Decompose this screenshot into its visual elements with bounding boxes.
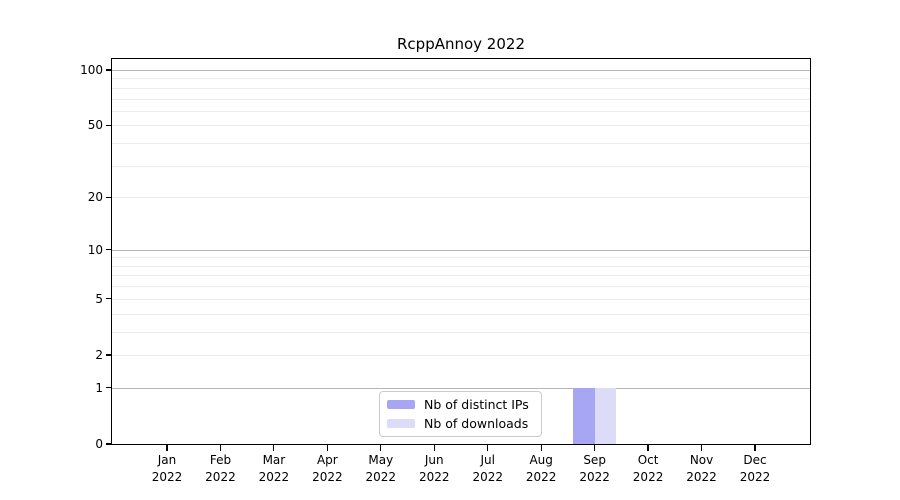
- x-tick-month: Jul: [480, 453, 495, 467]
- minor-gridline: [112, 313, 810, 315]
- y-tick-label: 2: [95, 347, 103, 362]
- x-tick-year: 2022: [686, 469, 717, 484]
- x-tick-mark: [219, 444, 222, 451]
- y-tick-label: 5: [95, 291, 103, 306]
- x-tick-year: 2022: [205, 469, 236, 484]
- y-tick-mark: [105, 69, 112, 71]
- minor-gridline: [112, 78, 810, 80]
- x-tick-mark: [380, 444, 382, 451]
- x-tick-year: 2022: [632, 469, 664, 484]
- minor-gridline: [112, 197, 810, 199]
- minor-gridline: [112, 110, 810, 112]
- x-tick-mark: [487, 444, 489, 451]
- x-tick-label: Aug 2022: [509, 452, 573, 485]
- minor-gridline: [112, 125, 810, 127]
- minor-gridline: [112, 257, 810, 259]
- x-tick-label: Mar 2022: [242, 452, 306, 485]
- y-tick-label: 0: [95, 437, 103, 451]
- legend: Nb of distinct IPs Nb of downloads: [379, 391, 542, 437]
- left-spine: [110, 58, 113, 445]
- x-tick-mark: [700, 444, 703, 451]
- x-tick-label: Apr 2022: [295, 452, 359, 485]
- legend-swatch-downloads: [387, 418, 415, 429]
- x-tick-label: Jun 2022: [402, 452, 466, 485]
- plot-area: [112, 59, 810, 444]
- minor-gridline: [112, 143, 810, 145]
- x-tick-label: Jan 2022: [135, 452, 199, 485]
- x-tick-month: May: [368, 453, 394, 467]
- x-tick-label: Sep 2022: [563, 452, 627, 485]
- x-tick-month: Mar: [262, 453, 286, 467]
- x-tick-label: May 2022: [349, 452, 413, 485]
- x-tick-year: 2022: [418, 469, 450, 484]
- minor-gridline: [112, 265, 810, 267]
- minor-gridline: [112, 87, 810, 89]
- y-tick-mark: [105, 354, 112, 356]
- minor-gridline: [112, 354, 810, 356]
- x-tick-year: 2022: [312, 469, 343, 484]
- x-tick-year: 2022: [525, 469, 557, 484]
- x-tick-label: Nov 2022: [670, 452, 734, 485]
- chart-title: RcppAnnoy 2022: [397, 35, 525, 53]
- x-tick-month: Jan: [157, 453, 177, 467]
- legend-label-distinct-ips: Nb of distinct IPs: [424, 396, 529, 412]
- major-gridline: [112, 387, 810, 389]
- x-tick-month: Dec: [743, 453, 767, 467]
- minor-gridline: [112, 165, 810, 167]
- legend-swatch-distinct-ips: [387, 399, 415, 410]
- x-tick-month: Oct: [637, 453, 659, 467]
- x-tick-year: 2022: [365, 469, 397, 484]
- x-tick-label: Feb 2022: [188, 452, 252, 485]
- minor-gridline: [112, 298, 810, 300]
- y-tick-label: 1: [95, 380, 103, 395]
- x-tick-month: Sep: [583, 453, 606, 467]
- x-tick-mark: [647, 444, 649, 451]
- major-gridline: [112, 249, 810, 251]
- x-tick-mark: [433, 444, 435, 451]
- y-tick-label: 20: [87, 190, 103, 205]
- x-tick-mark: [166, 444, 168, 451]
- x-tick-year: 2022: [579, 469, 610, 484]
- x-tick-mark: [273, 444, 275, 451]
- x-tick-year: 2022: [472, 469, 503, 484]
- minor-gridline: [112, 275, 810, 277]
- bottom-spine: [111, 443, 811, 445]
- x-tick-month: Feb: [209, 453, 232, 467]
- x-tick-month: Aug: [529, 453, 553, 467]
- major-gridline: [112, 70, 810, 72]
- minor-gridline: [112, 331, 810, 333]
- x-tick-label: Oct 2022: [616, 452, 680, 485]
- right-spine: [809, 58, 812, 445]
- y-tick-mark: [105, 443, 112, 445]
- top-spine: [111, 58, 811, 60]
- y-tick-label: 50: [87, 118, 103, 133]
- x-tick-month: Apr: [316, 453, 338, 467]
- y-tick-label: 100: [80, 63, 103, 77]
- x-tick-label: Jul 2022: [456, 452, 520, 485]
- x-tick-mark: [594, 444, 596, 451]
- y-tick-mark: [105, 387, 112, 389]
- x-tick-mark: [540, 444, 542, 451]
- x-tick-label: Dec 2022: [723, 452, 787, 485]
- y-tick-mark: [105, 196, 112, 198]
- legend-item-distinct-ips: Nb of distinct IPs: [387, 397, 534, 413]
- y-tick-mark: [105, 298, 112, 300]
- x-tick-mark: [326, 444, 328, 451]
- x-tick-year: 2022: [739, 469, 771, 484]
- x-tick-year: 2022: [151, 469, 183, 484]
- bar-downloads-sep: [594, 387, 617, 444]
- legend-label-downloads: Nb of downloads: [424, 415, 529, 431]
- bar-distinct-ips-sep: [573, 387, 595, 444]
- legend-item-downloads: Nb of downloads: [387, 416, 534, 432]
- y-tick-mark: [105, 124, 112, 126]
- x-tick-month: Jun: [424, 453, 444, 467]
- x-tick-mark: [754, 444, 756, 451]
- x-tick-month: Nov: [689, 453, 714, 467]
- y-tick-mark: [105, 249, 112, 251]
- minor-gridline: [112, 98, 810, 100]
- x-tick-year: 2022: [258, 469, 290, 484]
- minor-gridline: [112, 286, 810, 288]
- y-tick-label: 10: [87, 242, 103, 257]
